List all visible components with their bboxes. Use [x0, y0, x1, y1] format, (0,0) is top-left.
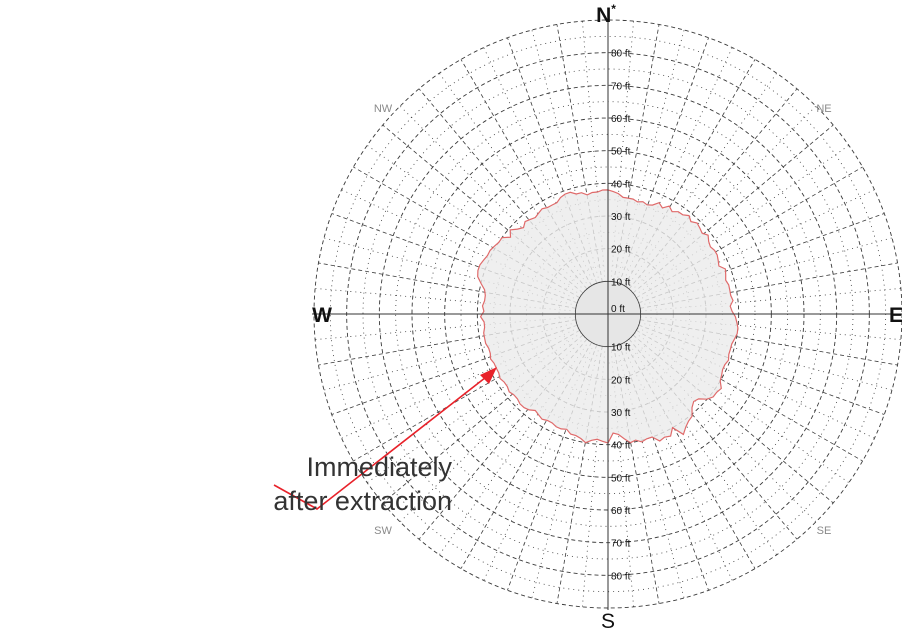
tick-label: 40 ft: [611, 179, 631, 190]
grid-subspoke: [531, 345, 600, 599]
tick-label: 60 ft: [611, 114, 631, 125]
tick-label: 20 ft: [611, 245, 631, 256]
grid-subspoke: [581, 21, 606, 282]
direction-label-southwest: SW: [374, 525, 392, 537]
grid-subspoke: [439, 72, 590, 288]
grid-subspoke: [531, 29, 600, 283]
annotation-line-2: after extraction: [273, 486, 452, 516]
direction-label-northeast: NE: [816, 103, 831, 115]
tick-label: 30 ft: [611, 408, 631, 419]
grid-subspoke: [439, 340, 590, 556]
tick-label: 60 ft: [611, 506, 631, 517]
annotation-line-1: Immediately: [306, 452, 452, 482]
tick-label: 40 ft: [611, 441, 631, 452]
radial-tick-labels: 0 ft 10 ft 10 ft 20 ft 20 ft 30 ft 30 ft 40 ft 4…: [611, 49, 631, 583]
tick-label: 80 ft: [611, 49, 631, 60]
grid-subspoke: [399, 105, 586, 292]
tick-label: 80 ft: [611, 571, 631, 582]
direction-label-southeast: SE: [817, 525, 832, 537]
direction-label-north: N*: [596, 2, 616, 27]
tick-label: 70 ft: [611, 539, 631, 550]
grid-subspoke: [610, 21, 635, 282]
tick-label: 50 ft: [611, 147, 631, 158]
tick-label: 70 ft: [611, 81, 631, 92]
cardinal-axes: [312, 18, 902, 610]
grid-subspoke: [610, 346, 635, 607]
direction-label-east: E: [889, 304, 902, 327]
grid-subspoke: [483, 343, 595, 581]
grid-subspoke: [483, 47, 595, 285]
direction-label-south: S: [601, 610, 615, 631]
tick-label: 10 ft: [611, 343, 631, 354]
direction-label-northwest: NW: [374, 103, 393, 115]
annotation-arrow: [273, 367, 497, 510]
tick-label: 10 ft: [611, 277, 631, 288]
annotation-text: Immediately after extraction: [190, 450, 452, 518]
grid-subspoke: [399, 336, 586, 523]
tick-label: 20 ft: [611, 375, 631, 386]
tick-label: 50 ft: [611, 473, 631, 484]
annotation-arrow-line: [273, 373, 491, 510]
tick-label: 0 ft: [611, 304, 625, 315]
direction-labels: N* S E W NE NW SE SW: [312, 2, 902, 631]
tick-label: 30 ft: [611, 212, 631, 223]
annotation-arrow-head: [480, 367, 497, 384]
grid-subspoke: [581, 346, 606, 607]
direction-label-west: W: [312, 304, 332, 327]
